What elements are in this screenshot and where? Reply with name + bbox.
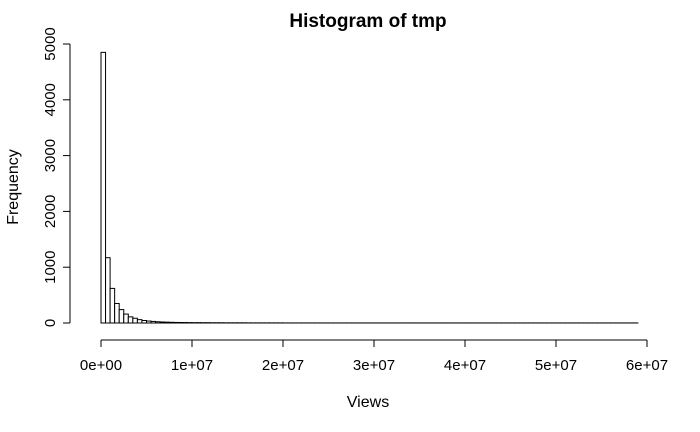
histogram-bar [105, 257, 111, 324]
histogram-bar [173, 321, 179, 324]
y-tick-label: 4000 [42, 83, 59, 116]
histogram-bar [177, 322, 184, 324]
x-axis-label: Views [347, 394, 389, 411]
x-tick-label: 0e+00 [80, 357, 122, 374]
histogram-bar [127, 316, 134, 324]
y-tick-label: 1000 [42, 251, 59, 284]
x-tick-label: 2e+07 [262, 357, 304, 374]
histogram-bar [118, 309, 125, 324]
x-tick-label: 4e+07 [444, 357, 486, 374]
y-tick-label: 3000 [42, 139, 59, 172]
x-tick-label: 5e+07 [535, 357, 577, 374]
y-tick-label: 5000 [42, 27, 59, 60]
histogram-bar [100, 51, 107, 324]
y-tick-label: 2000 [42, 195, 59, 228]
chart-title: Histogram of tmp [289, 11, 446, 32]
histogram-bar [114, 302, 120, 324]
x-axis: 0e+00 1e+07 2e+07 3e+07 4e+07 5e+07 6e+07 [80, 339, 668, 374]
y-tick-label: 0 [42, 319, 59, 327]
histogram-bar [109, 287, 116, 324]
histogram-bar [155, 321, 161, 324]
histogram-bar [150, 320, 157, 324]
x-tick-label: 3e+07 [353, 357, 395, 374]
x-tick-label: 1e+07 [171, 357, 213, 374]
histogram-bar [136, 319, 143, 324]
histogram-bar [164, 321, 170, 324]
bars-group [100, 51, 639, 324]
histogram-bar [159, 321, 166, 324]
y-axis-label: Frequency [5, 149, 22, 225]
histogram-bar [132, 317, 138, 324]
y-axis: 0 1000 2000 3000 4000 5000 [42, 27, 71, 327]
x-tick-label: 6e+07 [626, 357, 668, 374]
histogram-bar [123, 313, 129, 324]
histogram-bar [146, 320, 152, 324]
histogram-bar [141, 319, 147, 324]
histogram-bar [168, 321, 175, 324]
